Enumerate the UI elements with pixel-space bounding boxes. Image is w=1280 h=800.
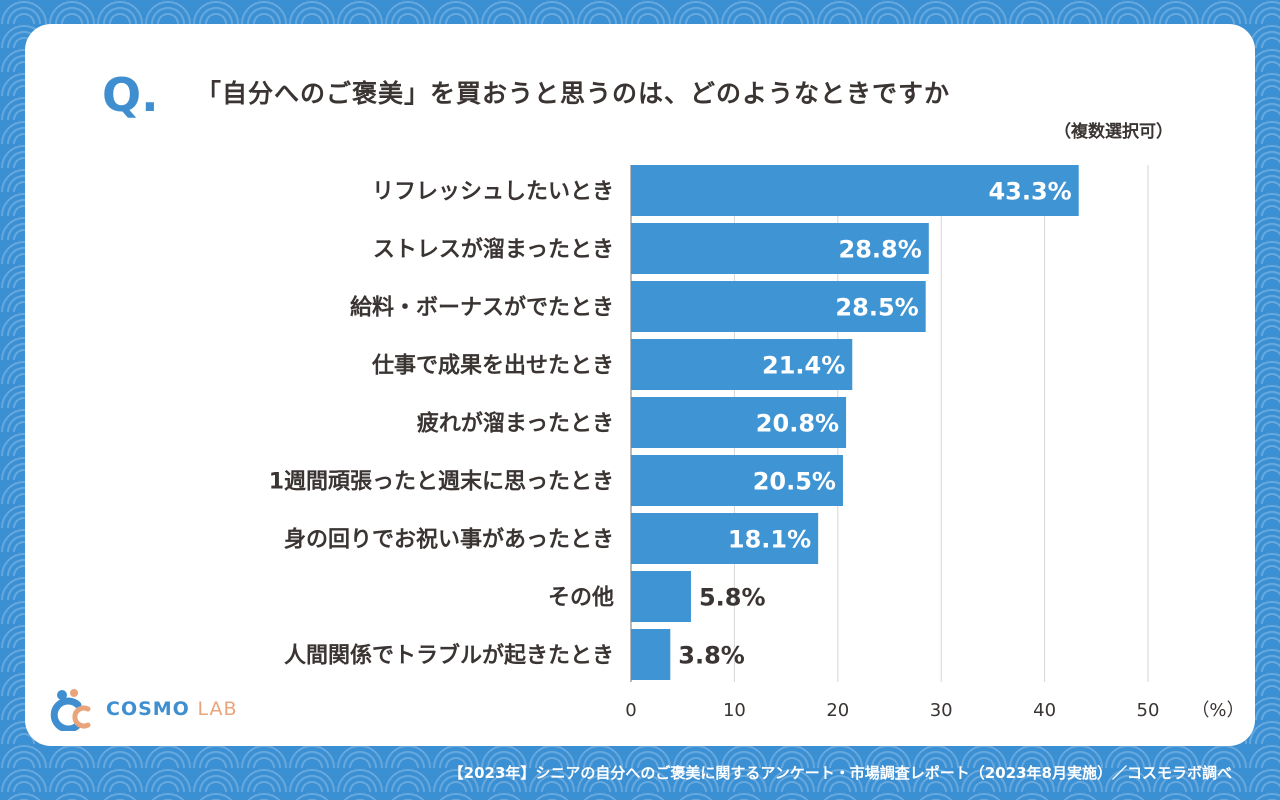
bar <box>631 455 843 506</box>
x-tick-label: 30 <box>930 700 953 721</box>
x-tick-label: 10 <box>723 700 746 721</box>
category-label: 1週間頑張ったと週末に思ったとき <box>269 470 614 495</box>
bar <box>631 571 691 622</box>
x-tick-label: 50 <box>1137 700 1160 721</box>
category-label: リフレッシュしたいとき <box>372 180 614 205</box>
data-label: 43.3% <box>988 178 1071 206</box>
data-label: 28.5% <box>835 294 918 322</box>
x-tick-label: 40 <box>1033 700 1056 721</box>
category-label: 人間関係でトラブルが起きたとき <box>284 643 614 669</box>
bar <box>631 629 671 680</box>
multiple-choice-note: （複数選択可） <box>1054 122 1173 142</box>
bar <box>631 513 819 564</box>
category-label: その他 <box>548 586 614 611</box>
logo-text-lab: LAB <box>197 698 238 720</box>
cosmo-lab-logo: COSMO LAB <box>48 687 238 731</box>
category-label: 身の回りでお祝い事があったとき <box>284 527 614 553</box>
x-tick-label: 20 <box>826 700 849 721</box>
data-label: 20.8% <box>756 410 839 438</box>
cosmo-lab-logo-mark <box>50 689 91 731</box>
bar <box>631 281 926 332</box>
data-label: 3.8% <box>678 642 745 670</box>
bar <box>631 397 847 448</box>
data-label: 5.8% <box>699 584 766 612</box>
logo-text-cosmo: COSMO <box>106 698 190 720</box>
data-label: 18.1% <box>728 526 811 554</box>
source-footer: 【2023年】シニアの自分へのご褒美に関するアンケート・市場調査レポート（202… <box>448 764 1232 782</box>
bar <box>631 165 1079 216</box>
category-label: 疲れが溜まったとき <box>417 411 614 437</box>
x-tick-label: 0 <box>625 700 636 721</box>
data-label: 21.4% <box>762 352 845 380</box>
data-label: 20.5% <box>753 468 836 496</box>
category-label: 仕事で成果を出せたとき <box>371 353 614 379</box>
category-label: ストレスが溜まったとき <box>373 237 614 263</box>
data-label: 28.8% <box>839 236 922 264</box>
question-mark: Q. <box>102 68 159 122</box>
category-label: 給料・ボーナスがでたとき <box>350 295 614 321</box>
bar <box>631 339 853 390</box>
chart-title: 「自分へのご褒美」を買おうと思うのは、どのようなときですか <box>196 79 951 108</box>
x-axis-unit: （%） <box>1191 700 1244 721</box>
bar <box>631 223 929 274</box>
